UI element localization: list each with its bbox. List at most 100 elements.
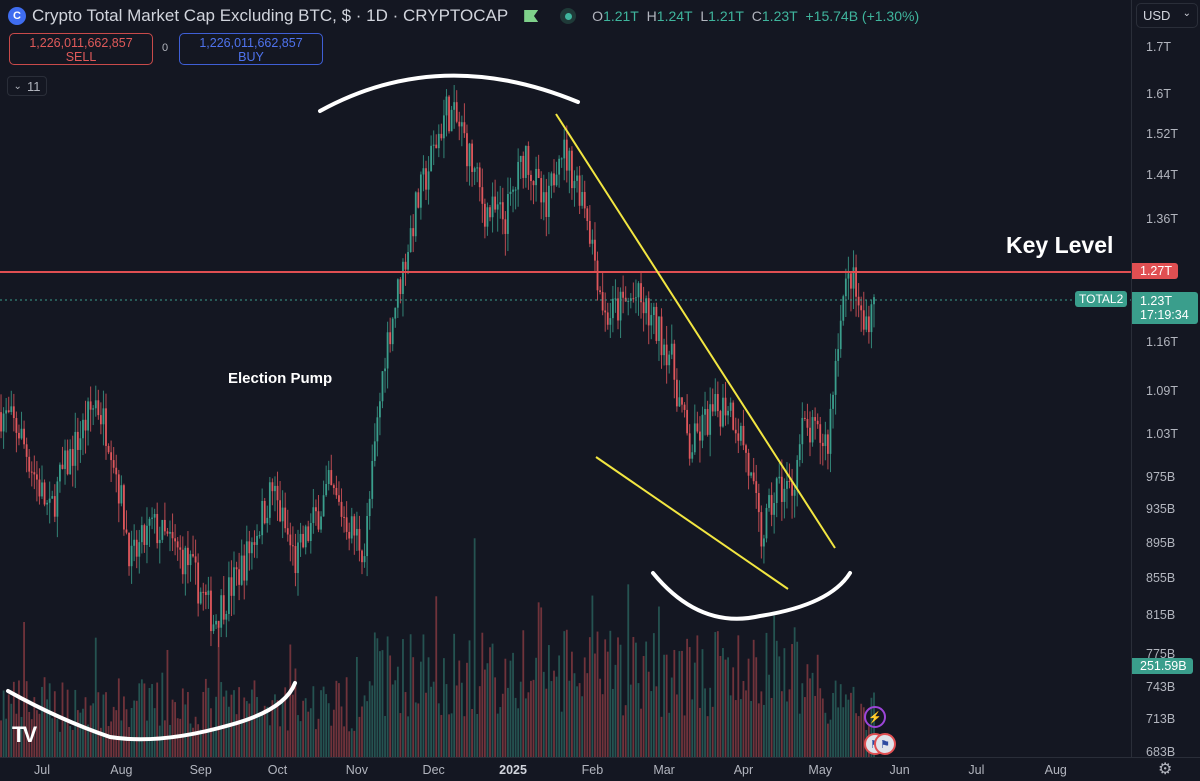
candle-body[interactable] (184, 547, 187, 575)
candle-body[interactable] (824, 434, 827, 447)
candle-body[interactable] (555, 174, 558, 186)
candle-body[interactable] (476, 167, 479, 169)
candle-body[interactable] (317, 511, 320, 530)
candle-body[interactable] (256, 535, 258, 545)
candle-body[interactable] (105, 408, 107, 446)
candle-body[interactable] (640, 283, 642, 303)
candle-body[interactable] (138, 542, 141, 557)
candle-body[interactable] (775, 478, 778, 504)
candle-body[interactable] (645, 298, 648, 314)
candle-body[interactable] (594, 239, 596, 261)
candle-body[interactable] (486, 207, 489, 227)
candle-body[interactable] (722, 397, 724, 427)
candle-body[interactable] (844, 278, 847, 297)
candle-body[interactable] (588, 220, 591, 244)
candle-body[interactable] (791, 481, 793, 496)
candle-body[interactable] (696, 423, 699, 432)
candle-body[interactable] (619, 291, 622, 321)
candle-body[interactable] (389, 332, 392, 345)
candle-body[interactable] (832, 394, 834, 409)
candle-body[interactable] (204, 591, 207, 595)
candle-body[interactable] (670, 343, 673, 355)
candle-body[interactable] (514, 189, 517, 191)
candle-body[interactable] (419, 174, 422, 208)
candle-body[interactable] (276, 485, 279, 501)
candle-body[interactable] (202, 591, 205, 593)
candle-body[interactable] (163, 519, 166, 532)
candle-body[interactable] (148, 518, 151, 526)
candle-body[interactable] (325, 484, 328, 496)
candle-body[interactable] (545, 192, 548, 217)
candle-body[interactable] (796, 459, 799, 490)
candle-body[interactable] (537, 168, 540, 179)
candle-body[interactable] (798, 444, 801, 460)
candle-body[interactable] (778, 476, 781, 479)
candle-body[interactable] (847, 273, 850, 279)
candle-body[interactable] (199, 591, 202, 604)
candle-body[interactable] (28, 456, 31, 472)
candle-body[interactable] (179, 547, 182, 550)
candle-body[interactable] (2, 413, 5, 432)
candle-body[interactable] (760, 512, 763, 547)
candle-body[interactable] (793, 489, 796, 496)
candle-body[interactable] (384, 368, 386, 372)
candle-body[interactable] (192, 554, 194, 557)
election-pump-annotation[interactable]: Election Pump (228, 370, 333, 387)
candle-body[interactable] (358, 528, 361, 551)
tradingview-logo[interactable]: TV (12, 722, 37, 747)
candle-body[interactable] (668, 354, 671, 366)
candle-body[interactable] (268, 482, 271, 518)
candle-body[interactable] (862, 310, 865, 330)
candle-body[interactable] (578, 175, 581, 206)
candle-body[interactable] (571, 150, 573, 189)
candle-body[interactable] (361, 550, 363, 563)
candle-body[interactable] (327, 470, 330, 485)
candle-body[interactable] (468, 143, 471, 167)
candle-body[interactable] (409, 228, 412, 253)
candle-body[interactable] (422, 168, 425, 175)
lightning-event-icon[interactable]: ⚡ (864, 706, 886, 728)
candle-body[interactable] (647, 298, 650, 326)
candle-body[interactable] (348, 531, 351, 539)
candle-body[interactable] (343, 516, 345, 518)
candle-body[interactable] (745, 445, 747, 453)
candle-body[interactable] (238, 569, 241, 585)
candle-body[interactable] (294, 546, 297, 574)
candle-body[interactable] (734, 429, 737, 434)
candle-body[interactable] (48, 498, 51, 503)
left-arc-drawing[interactable] (6, 681, 297, 742)
candle-body[interactable] (724, 397, 727, 416)
candle-body[interactable] (650, 314, 653, 326)
candle-body[interactable] (394, 307, 397, 319)
candle-body[interactable] (320, 516, 322, 530)
candle-body[interactable] (699, 431, 701, 441)
candle-body[interactable] (135, 539, 138, 557)
candle-body[interactable] (852, 267, 855, 289)
candle-body[interactable] (527, 145, 530, 175)
candle-body[interactable] (38, 479, 41, 497)
candle-body[interactable] (814, 417, 817, 421)
candle-body[interactable] (51, 496, 54, 499)
chart-title[interactable]: Crypto Total Market Cap Excluding BTC, $… (32, 6, 509, 25)
candle-body[interactable] (652, 306, 655, 315)
candle-body[interactable] (248, 541, 251, 554)
key-level-annotation[interactable]: Key Level (1006, 232, 1114, 258)
candle-body[interactable] (709, 404, 712, 435)
candle-body[interactable] (156, 513, 159, 544)
candle-body[interactable] (432, 144, 435, 146)
candle-body[interactable] (611, 298, 614, 319)
candle-body[interactable] (171, 531, 174, 539)
market-status-icon[interactable] (560, 8, 577, 24)
candle-body[interactable] (120, 485, 123, 504)
candle-body[interactable] (542, 192, 545, 203)
candle-body[interactable] (102, 408, 105, 425)
candle-body[interactable] (207, 590, 210, 595)
candle-body[interactable] (133, 539, 136, 546)
settings-gear-icon[interactable]: ⚙ (1158, 761, 1173, 778)
candle-body[interactable] (599, 290, 601, 293)
candle-body[interactable] (773, 503, 776, 515)
candle-body[interactable] (427, 171, 430, 190)
candle-body[interactable] (842, 296, 845, 321)
candle-body[interactable] (691, 452, 694, 459)
candle-body[interactable] (10, 406, 13, 413)
